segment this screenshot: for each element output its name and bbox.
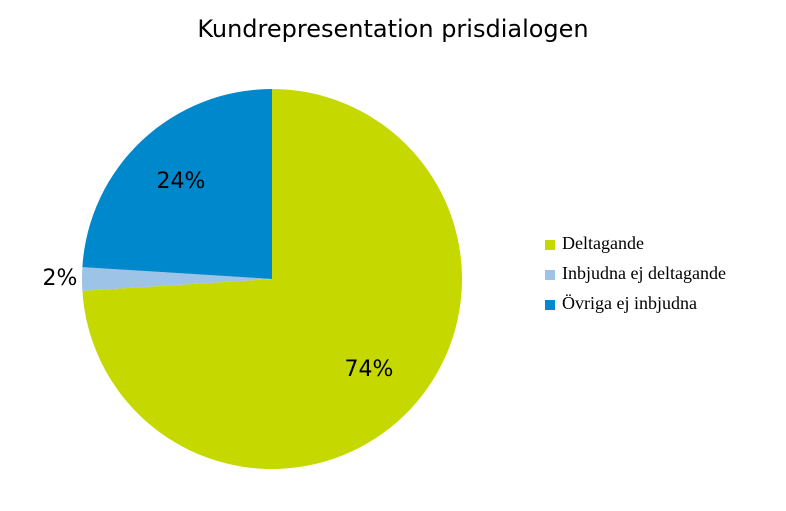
legend-swatch bbox=[545, 240, 555, 250]
pie-slice bbox=[82, 89, 462, 470]
pie-slice bbox=[82, 89, 272, 279]
legend-swatch bbox=[545, 300, 555, 310]
legend-label: Deltagande bbox=[562, 233, 644, 253]
legend-swatch bbox=[545, 270, 555, 280]
pie-slice bbox=[82, 267, 272, 291]
data-label: 24% bbox=[157, 169, 206, 194]
data-label: 2% bbox=[43, 266, 78, 291]
legend-label: Inbjudna ej deltagande bbox=[562, 263, 726, 283]
chart-title: Kundrepresentation prisdialogen bbox=[197, 15, 588, 43]
data-label: 74% bbox=[344, 357, 393, 382]
legend-label: Övriga ej inbjudna bbox=[562, 293, 697, 313]
